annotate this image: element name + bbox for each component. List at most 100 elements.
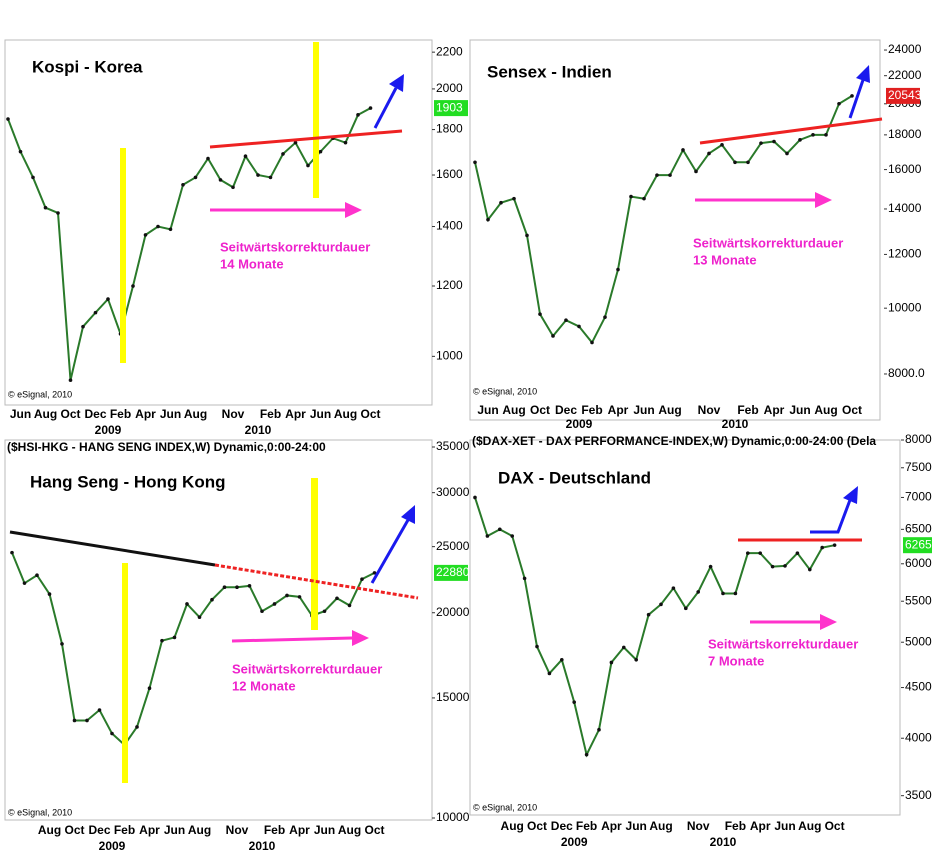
chart-title: Kospi - Korea — [32, 57, 143, 76]
highlight-bar — [120, 148, 126, 363]
annotation: 13 Monate — [693, 252, 757, 267]
panel: Sensex - Indien Seitwärtskorrekturdauer 13… — [469, 39, 925, 431]
price-point — [143, 233, 148, 237]
x-tick-label: Dec — [555, 403, 577, 417]
trendline — [9, 530, 216, 567]
price-point — [306, 163, 310, 168]
highlight-bar — [313, 42, 319, 198]
x-tick-label: Oct — [825, 819, 845, 833]
y-tick-label: 2000 — [436, 81, 463, 95]
price-point — [668, 173, 672, 177]
y-tick-label: 3500 — [905, 788, 932, 802]
arrow-head — [856, 65, 870, 83]
x-tick-label: Oct — [60, 407, 80, 421]
price-point — [560, 657, 564, 662]
year-label: 2010 — [710, 835, 737, 849]
x-tick-label: Nov — [687, 819, 710, 833]
price-point — [622, 645, 626, 650]
price-point — [798, 138, 802, 142]
x-tick-label: Feb — [114, 823, 135, 837]
price-point — [746, 160, 750, 165]
x-tick-label: Jun — [314, 823, 335, 837]
price-point — [535, 644, 539, 649]
price-line — [7, 107, 371, 381]
year-label: 2009 — [561, 835, 588, 849]
y-tick-label: 14000 — [888, 201, 922, 215]
price-point — [68, 378, 73, 383]
price-point — [758, 551, 762, 555]
price-tag — [903, 537, 932, 554]
x-tick-label: Oct — [842, 403, 862, 417]
source: © eSignal, 2010 — [8, 389, 72, 399]
y-tick-label: 22000 — [888, 68, 922, 82]
x-tick-label: Feb — [737, 403, 758, 417]
x-tick-label: Nov — [226, 823, 249, 837]
y-tick-label: 15000 — [436, 690, 470, 704]
x-tick-label: Feb — [576, 819, 597, 833]
source: © eSignal, 2010 — [473, 802, 537, 812]
price-point — [646, 612, 651, 617]
x-tick-label: Jun — [789, 403, 810, 417]
price-point — [231, 185, 235, 190]
price-point — [356, 113, 360, 117]
price-point — [281, 152, 285, 156]
year-label: 2009 — [95, 423, 122, 437]
price-point — [832, 543, 837, 547]
y-tick-label: 20000 — [436, 605, 470, 619]
price-point — [590, 340, 594, 345]
arrow-head — [401, 505, 415, 524]
chart-header: ($DAX-XET - DAX PERFORMANCE-INDEX,W) Dyn… — [472, 434, 876, 448]
arrow-head — [345, 202, 362, 218]
y-tick-label: 4500 — [905, 680, 932, 694]
y-tick-label: 1000 — [436, 349, 463, 363]
price-point — [35, 573, 39, 578]
y-tick-label: 8000 — [905, 432, 932, 446]
price-point — [31, 175, 35, 180]
price-point — [485, 534, 490, 538]
price-point — [18, 149, 23, 154]
year-label: 2009 — [566, 417, 593, 431]
y-tick-label: 30000 — [436, 485, 470, 499]
price-point — [837, 101, 841, 106]
x-tick-label: Apr — [608, 403, 629, 417]
panel: Hang Seng - Hong Kong ($HSI-HKG - HANG SE… — [4, 439, 470, 853]
x-tick-label: Dec — [84, 407, 106, 421]
price-point — [110, 731, 114, 736]
price-point — [850, 94, 854, 98]
price-point — [318, 149, 323, 154]
x-tick-label: Feb — [264, 823, 285, 837]
price-point — [43, 205, 48, 210]
price-point — [60, 642, 64, 646]
annotation: Seitwärtskorrekturdauer — [232, 661, 382, 676]
price-point — [564, 318, 568, 323]
x-tick-label: Oct — [530, 403, 550, 417]
price-point — [820, 545, 824, 550]
price-point — [285, 593, 289, 598]
price-point — [473, 495, 477, 500]
price-point — [551, 334, 555, 338]
y-tick-label: 10000 — [436, 810, 470, 824]
y-tick-label: 12000 — [888, 247, 922, 261]
arrow — [231, 636, 353, 643]
annotation: Seitwärtskorrekturdauer — [708, 636, 858, 651]
price-point — [721, 591, 725, 596]
y-tick-label: 1200 — [436, 278, 463, 292]
x-tick-label: Aug — [184, 407, 207, 421]
plot-frame — [4, 439, 433, 821]
x-tick-label: Aug — [649, 819, 672, 833]
price-point — [47, 592, 52, 596]
arrow-head — [815, 192, 832, 208]
y-tick-label: 18000 — [888, 127, 922, 141]
x-tick-label: Aug — [502, 403, 525, 417]
price-point — [684, 606, 688, 611]
x-tick-label: Aug — [658, 403, 681, 417]
x-tick-label: Aug — [814, 403, 837, 417]
arrow — [370, 519, 410, 584]
arrow-head — [389, 74, 404, 92]
price-tag-label: 6265 — [905, 537, 932, 551]
x-tick-label: Oct — [360, 407, 380, 421]
y-tick-label: 5000 — [905, 634, 932, 648]
price-tag — [886, 87, 920, 104]
price-point — [243, 154, 248, 158]
arrow-head — [843, 486, 858, 504]
